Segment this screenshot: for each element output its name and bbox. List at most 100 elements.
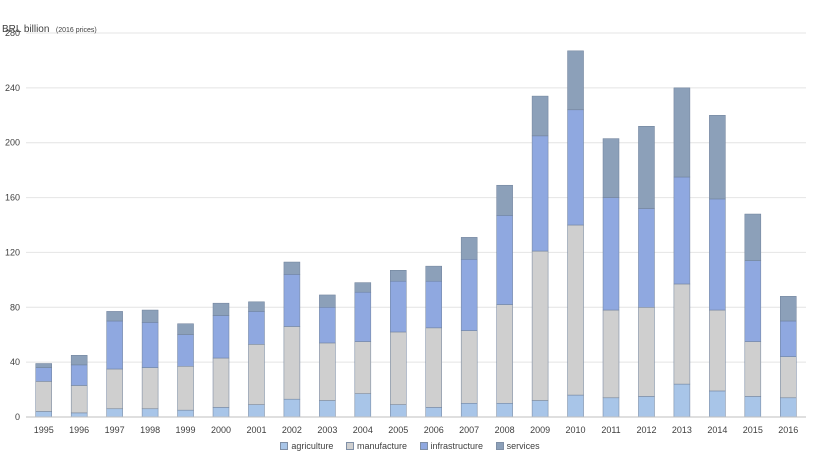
x-tick-1999: 1999 bbox=[176, 425, 196, 435]
x-tick-2013: 2013 bbox=[672, 425, 692, 435]
bar-infrastructure-2016 bbox=[780, 320, 797, 357]
bar-agriculture-1998 bbox=[141, 408, 159, 418]
bar-agriculture-2011 bbox=[602, 397, 620, 418]
bar-services-2007 bbox=[460, 237, 478, 260]
bar-manufacture-2015 bbox=[744, 341, 762, 397]
bar-agriculture-1997 bbox=[106, 408, 123, 418]
x-tick-2003: 2003 bbox=[317, 425, 337, 435]
bar-infrastructure-2009 bbox=[531, 135, 549, 252]
bar-services-2011 bbox=[602, 138, 620, 198]
y-tick-200: 200 bbox=[5, 138, 20, 148]
x-tick-2006: 2006 bbox=[424, 425, 444, 435]
bar-agriculture-1999 bbox=[177, 409, 194, 418]
bar-services-1996 bbox=[70, 355, 88, 366]
bar-services-2009 bbox=[531, 95, 549, 137]
x-tick-2011: 2011 bbox=[601, 425, 620, 435]
legend-label-agriculture: agriculture bbox=[291, 441, 334, 451]
y-tick-0: 0 bbox=[15, 412, 20, 422]
bar-services-2010 bbox=[567, 50, 584, 111]
bar-manufacture-2008 bbox=[496, 304, 513, 404]
bar-services-2015 bbox=[744, 213, 762, 261]
bar-infrastructure-1996 bbox=[70, 364, 88, 386]
legend-swatch-agriculture bbox=[280, 442, 289, 450]
bar-infrastructure-1995 bbox=[35, 367, 52, 382]
bar-agriculture-2009 bbox=[531, 400, 549, 418]
x-tick-2014: 2014 bbox=[707, 425, 727, 435]
x-tick-2016: 2016 bbox=[778, 425, 798, 435]
bar-services-2014 bbox=[709, 115, 726, 200]
bar-manufacture-2005 bbox=[390, 331, 407, 405]
y-axis-label: BRL billion bbox=[2, 24, 50, 35]
bar-manufacture-1999 bbox=[177, 366, 194, 411]
bar-manufacture-2012 bbox=[638, 307, 655, 397]
bar-agriculture-2004 bbox=[354, 393, 372, 418]
y-axis-label-note: (2016 prices) bbox=[55, 27, 97, 34]
bar-infrastructure-2012 bbox=[638, 208, 655, 308]
bar-infrastructure-2013 bbox=[673, 176, 691, 285]
x-tick-1995: 1995 bbox=[34, 425, 54, 435]
x-tick-1996: 1996 bbox=[69, 425, 89, 435]
bar-manufacture-1998 bbox=[141, 367, 159, 410]
bar-agriculture-1996 bbox=[70, 412, 88, 418]
x-tick-1998: 1998 bbox=[140, 425, 160, 435]
x-tick-2001: 2001 bbox=[246, 425, 266, 435]
y-tick-280: 280 bbox=[5, 28, 20, 38]
x-tick-2002: 2002 bbox=[282, 425, 302, 435]
bar-infrastructure-2004 bbox=[354, 291, 372, 342]
bar-manufacture-2011 bbox=[602, 309, 620, 399]
bar-infrastructure-2002 bbox=[283, 274, 301, 327]
bar-agriculture-2005 bbox=[390, 404, 407, 418]
x-tick-2005: 2005 bbox=[388, 425, 408, 435]
bar-agriculture-2001 bbox=[248, 404, 265, 418]
bar-manufacture-2016 bbox=[780, 356, 797, 399]
legend: agriculture manufacture infrastructure s… bbox=[0, 441, 820, 452]
bar-agriculture-2008 bbox=[496, 403, 513, 418]
y-axis-title: BRL billion (2016 prices) bbox=[2, 19, 97, 37]
bar-infrastructure-2007 bbox=[460, 259, 478, 331]
x-tick-2009: 2009 bbox=[530, 425, 550, 435]
bar-services-2016 bbox=[780, 296, 797, 322]
legend-swatch-manufacture bbox=[345, 442, 354, 450]
y-tick-labels: 0 40 80 120 160 200 240 280 bbox=[5, 28, 20, 422]
bar-manufacture-2007 bbox=[460, 330, 478, 404]
bar-manufacture-2014 bbox=[709, 309, 726, 392]
bar-services-2008 bbox=[496, 184, 513, 216]
legend-label-services: services bbox=[506, 441, 540, 451]
bar-agriculture-2003 bbox=[319, 400, 336, 418]
bar-infrastructure-2006 bbox=[425, 280, 442, 329]
x-tick-2012: 2012 bbox=[636, 425, 656, 435]
bar-services-2012 bbox=[638, 126, 655, 209]
bar-infrastructure-2014 bbox=[709, 198, 726, 311]
bar-services-2013 bbox=[673, 87, 691, 178]
bar-services-2000 bbox=[212, 302, 230, 316]
bar-manufacture-2002 bbox=[283, 326, 301, 400]
legend-swatch-infrastructure bbox=[419, 442, 428, 450]
bar-services-1998 bbox=[141, 309, 159, 323]
bar-manufacture-1996 bbox=[70, 385, 88, 414]
bar-manufacture-2001 bbox=[248, 344, 265, 405]
bar-services-2001 bbox=[248, 301, 265, 312]
bar-manufacture-1997 bbox=[106, 368, 123, 410]
bar-infrastructure-2000 bbox=[212, 315, 230, 359]
legend-item-infrastructure: infrastructure bbox=[419, 441, 484, 451]
bar-agriculture-2012 bbox=[638, 396, 655, 418]
bar-agriculture-2000 bbox=[212, 407, 230, 418]
bar-manufacture-2009 bbox=[531, 250, 549, 401]
bar-services-1997 bbox=[106, 311, 123, 322]
y-tick-160: 160 bbox=[5, 193, 20, 203]
bar-manufacture-1995 bbox=[35, 381, 52, 412]
bar-agriculture-2014 bbox=[709, 390, 726, 418]
y-tick-240: 240 bbox=[5, 83, 20, 93]
x-tick-2015: 2015 bbox=[743, 425, 763, 435]
x-tick-2007: 2007 bbox=[459, 425, 479, 435]
y-tick-40: 40 bbox=[10, 357, 20, 367]
bar-manufacture-2013 bbox=[673, 283, 691, 385]
bar-agriculture-2016 bbox=[780, 397, 797, 418]
bar-manufacture-2003 bbox=[319, 342, 336, 401]
legend-label-infrastructure: infrastructure bbox=[430, 441, 484, 451]
bar-manufacture-2006 bbox=[425, 327, 442, 408]
legend-item-agriculture: agriculture bbox=[280, 441, 333, 451]
legend-label-manufacture: manufacture bbox=[356, 441, 407, 451]
bar-agriculture-2006 bbox=[425, 407, 442, 418]
bar-manufacture-2010 bbox=[567, 224, 584, 396]
